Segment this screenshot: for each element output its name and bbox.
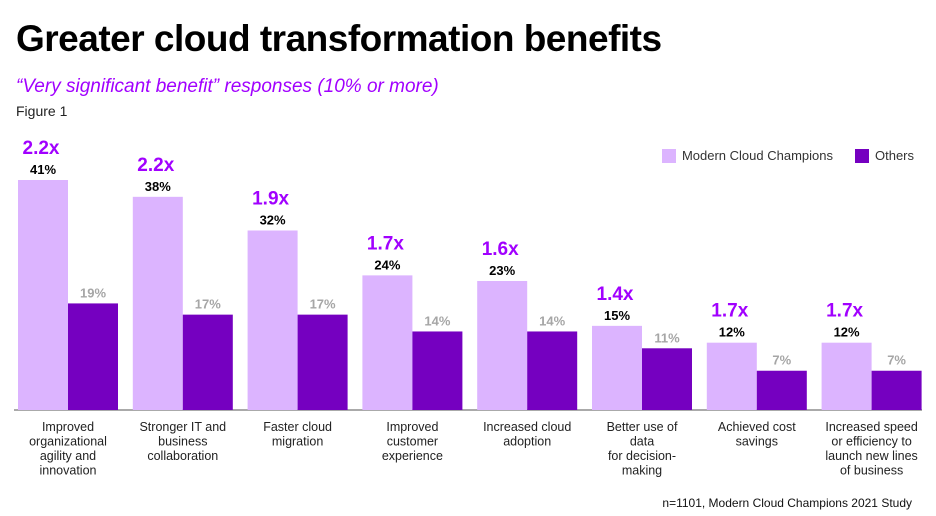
legend-label-champions: Modern Cloud Champions bbox=[681, 148, 833, 163]
category-label-line: adoption bbox=[503, 435, 551, 449]
bar-others bbox=[412, 331, 463, 410]
category-label-line: savings bbox=[736, 435, 778, 449]
category-label-line: Increased cloud bbox=[483, 420, 571, 434]
category-label-line: Better use of bbox=[607, 420, 678, 434]
page-title: Greater cloud transformation benefits bbox=[16, 18, 662, 59]
category-label: Stronger IT and business collaboration bbox=[139, 420, 226, 463]
bar-champions bbox=[592, 325, 642, 410]
category-label-line: Improved bbox=[42, 420, 94, 434]
category-label-line: making bbox=[622, 464, 662, 478]
category-label-line: launch new lines bbox=[825, 449, 917, 463]
category-label: Faster cloud migration bbox=[263, 420, 332, 449]
data-label-champions: 38% bbox=[145, 179, 171, 194]
figure-label: Figure 1 bbox=[16, 103, 68, 119]
category-label-line: innovation bbox=[40, 464, 97, 478]
data-label-champions: 23% bbox=[489, 263, 515, 278]
category-label: Increased cloud adoption bbox=[483, 420, 571, 449]
bar-champions bbox=[362, 275, 413, 410]
legend-swatch-champions bbox=[661, 148, 676, 163]
bar-champions bbox=[477, 280, 528, 410]
category-label: Increased speed or efficiency to launch ne… bbox=[825, 420, 917, 478]
footnote: n=1101, Modern Cloud Champions 2021 Stud… bbox=[662, 496, 912, 510]
data-label-champions: 12% bbox=[719, 325, 745, 340]
ratio-label: 1.7x bbox=[367, 233, 404, 254]
chart-subtitle: “Very significant benefit” responses (10… bbox=[16, 76, 439, 97]
ratio-label: 1.6x bbox=[482, 239, 519, 260]
bar-others bbox=[871, 370, 922, 410]
category-label-line: of business bbox=[840, 464, 903, 478]
bar-others bbox=[642, 348, 692, 410]
category-label-line: Improved bbox=[386, 420, 438, 434]
category-label-line: agility and bbox=[40, 449, 96, 463]
category-label-line: Achieved cost bbox=[718, 420, 796, 434]
bar-champions bbox=[706, 342, 757, 410]
chart-legend: Modern Cloud Champions Others bbox=[640, 148, 914, 163]
data-label-others: 19% bbox=[80, 285, 106, 300]
legend-item-others: Others bbox=[854, 148, 914, 163]
data-label-others: 14% bbox=[539, 313, 565, 328]
data-label-champions: 24% bbox=[374, 257, 400, 272]
data-label-champions: 32% bbox=[260, 212, 286, 227]
bar-champions bbox=[821, 342, 872, 410]
legend-swatch-others bbox=[854, 148, 869, 163]
bar-champions bbox=[18, 180, 68, 410]
category-label-line: or efficiency to bbox=[831, 435, 911, 449]
legend-label-others: Others bbox=[874, 148, 914, 163]
bar-others bbox=[182, 314, 233, 410]
category-label-line: Increased speed bbox=[825, 420, 917, 434]
category-label-line: organizational bbox=[29, 435, 107, 449]
data-label-champions: 41% bbox=[30, 162, 56, 177]
category-label-line: collaboration bbox=[147, 449, 218, 463]
data-label-others: 14% bbox=[424, 313, 450, 328]
data-label-others: 7% bbox=[887, 353, 906, 368]
data-label-others: 17% bbox=[195, 297, 221, 312]
legend-item-champions: Modern Cloud Champions bbox=[661, 148, 833, 163]
bar-champions bbox=[247, 230, 298, 410]
data-label-others: 11% bbox=[654, 330, 680, 345]
ratio-label: 2.2x bbox=[23, 138, 60, 159]
ratio-label: 2.2x bbox=[137, 155, 174, 176]
bar-others bbox=[527, 331, 578, 410]
category-label-line: Stronger IT and bbox=[139, 420, 226, 434]
data-label-others: 7% bbox=[772, 353, 791, 368]
data-label-champions: 12% bbox=[834, 325, 860, 340]
category-label-line: experience bbox=[382, 449, 443, 463]
category-label: Achieved cost savings bbox=[718, 420, 796, 449]
bar-others bbox=[68, 303, 118, 410]
ratio-label: 1.9x bbox=[252, 188, 289, 209]
category-label-line: business bbox=[158, 435, 207, 449]
ratio-label: 1.7x bbox=[826, 301, 863, 322]
ratio-label: 1.7x bbox=[711, 301, 748, 322]
category-label-line: Faster cloud bbox=[263, 420, 332, 434]
category-label: Better use of data for decision-making bbox=[607, 420, 678, 478]
category-label-line: customer bbox=[387, 435, 438, 449]
category-label: Improved organizational agility and innovat… bbox=[29, 420, 107, 478]
bar-champions bbox=[132, 196, 183, 410]
category-label: Improved customer experience bbox=[382, 420, 443, 463]
category-label-line: for decision- bbox=[608, 449, 676, 463]
bar-others bbox=[756, 370, 807, 410]
data-label-others: 17% bbox=[310, 297, 336, 312]
data-label-champions: 15% bbox=[604, 308, 630, 323]
bar-others bbox=[297, 314, 348, 410]
category-label-line: migration bbox=[272, 435, 323, 449]
ratio-label: 1.4x bbox=[597, 284, 634, 305]
category-label-line: data bbox=[630, 435, 654, 449]
